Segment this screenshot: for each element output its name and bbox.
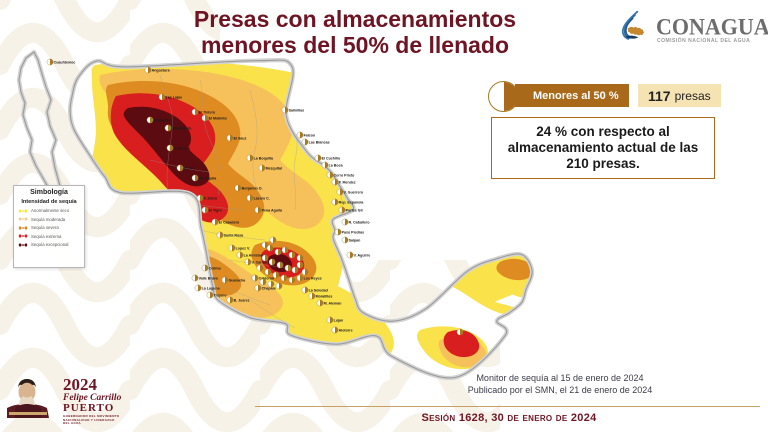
svg-text:El Molinito: El Molinito [209, 116, 228, 120]
svg-text:Cerro Prieto: Cerro Prieto [334, 173, 356, 177]
svg-text:Mezquital: Mezquital [266, 166, 282, 170]
svg-text:Alotorre: Alotorre [339, 328, 353, 332]
svg-text:Lopez V.: Lopez V. [236, 246, 250, 250]
svg-text:F. Madero: F. Madero [174, 146, 191, 150]
svg-text:La Laguna: La Laguna [202, 286, 221, 290]
svg-text:Colima: Colima [209, 266, 222, 270]
svg-text:V. Aguirre: V. Aguirre [354, 253, 371, 257]
svg-text:Lazaro C.: Lazaro C. [254, 196, 270, 200]
svg-text:Benjamin O.: Benjamin O. [242, 186, 263, 190]
svg-text:La Soledad: La Soledad [309, 288, 328, 292]
svg-text:Chapala: Chapala [262, 286, 277, 290]
svg-text:La Boquilla: La Boquilla [254, 156, 274, 160]
svg-text:Lujan: Lujan [334, 318, 344, 322]
svg-text:Guaracha: Guaracha [229, 278, 247, 282]
svg-text:Moralillos: Moralillos [316, 294, 333, 298]
svg-text:Cuauhtemoc: Cuauhtemoc [54, 60, 76, 64]
svg-text:Abraham G.: Abraham G. [172, 126, 192, 130]
svg-text:Valle Bravo: Valle Bravo [199, 276, 219, 280]
svg-text:El Tintero: El Tintero [199, 110, 216, 114]
svg-text:El Tigre: El Tigre [209, 208, 222, 212]
svg-text:Portes Gil: Portes Gil [346, 208, 363, 212]
svg-text:Rep. Espanola: Rep. Espanola [339, 200, 365, 204]
svg-text:Mulles: Mulles [184, 166, 195, 170]
svg-text:El Cazadero: El Cazadero [219, 220, 240, 224]
svg-text:Trujano: Trujano [214, 293, 228, 297]
svg-text:El Novillo: El Novillo [154, 118, 171, 122]
svg-text:F. Zarco: F. Zarco [204, 196, 218, 200]
svg-text:Salpan: Salpan [349, 238, 361, 242]
svg-text:Las Lajas: Las Lajas [166, 95, 182, 99]
svg-text:Las Blancas: Las Blancas [309, 140, 330, 144]
svg-text:Rio Aguila: Rio Aguila [199, 176, 218, 180]
svg-text:Los Reyes: Los Reyes [304, 276, 322, 280]
svg-text:El Sauz: El Sauz [234, 136, 247, 140]
svg-text:V. Guerrero: V. Guerrero [344, 190, 364, 194]
svg-text:Falcon: Falcon [304, 133, 316, 137]
svg-text:B. Juarez: B. Juarez [234, 298, 250, 302]
svg-text:Paso Piedras: Paso Piedras [342, 230, 365, 234]
svg-text:Pena Aguila: Pena Aguila [262, 208, 283, 212]
svg-text:M. Aleman: M. Aleman [324, 301, 342, 305]
svg-text:El Cuchillo: El Cuchillo [322, 156, 341, 160]
svg-text:La Boca: La Boca [329, 163, 344, 167]
svg-text:La Amistad: La Amistad [244, 253, 263, 257]
svg-text:Angostura: Angostura [152, 68, 171, 72]
svg-text:R. Caballero: R. Caballero [349, 220, 371, 224]
svg-text:P. Mendez: P. Mendez [339, 180, 356, 184]
svg-text:Salinillas: Salinillas [289, 108, 305, 112]
